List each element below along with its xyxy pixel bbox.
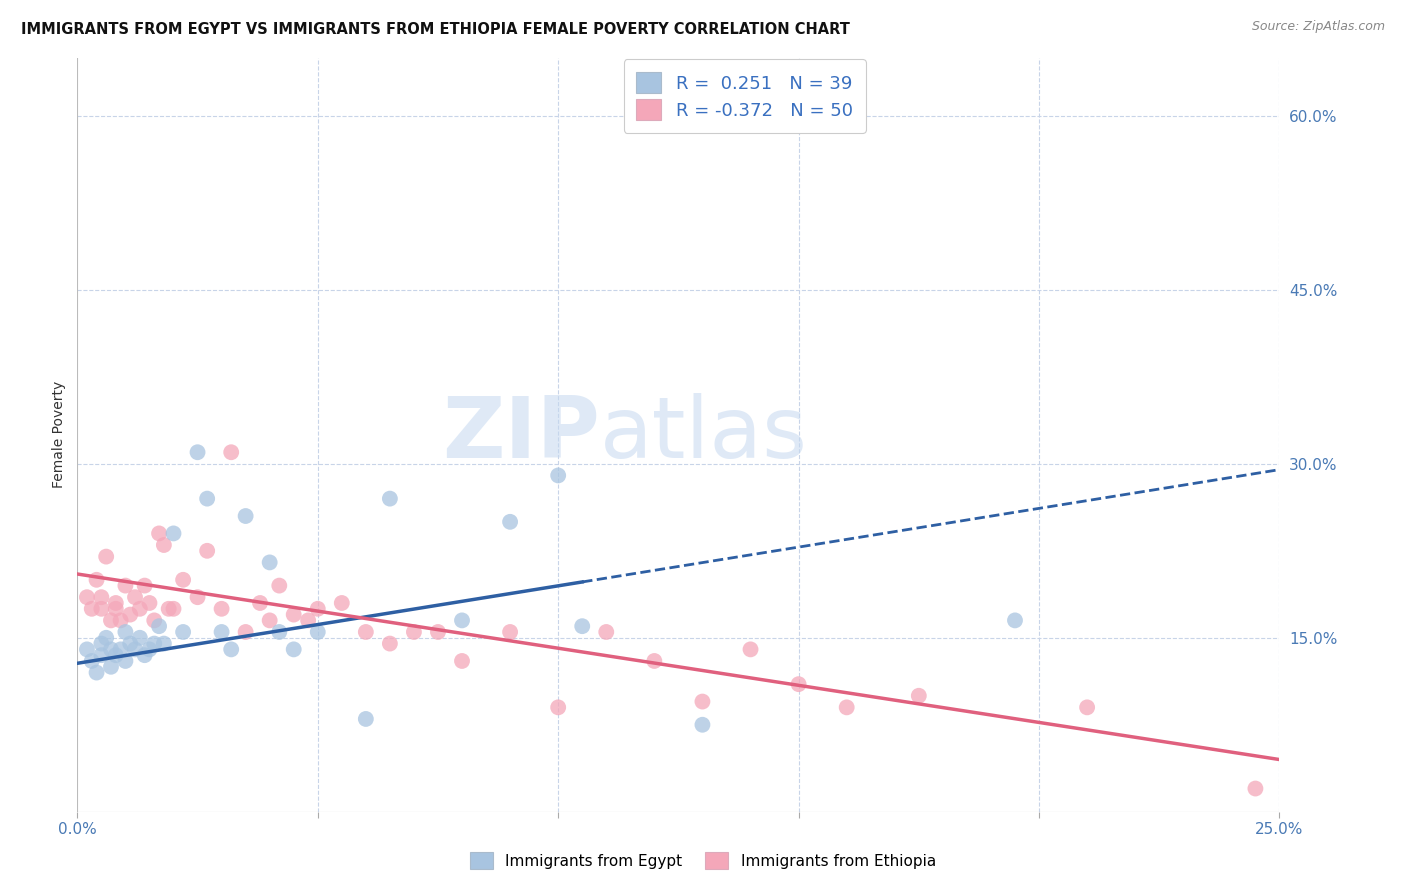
Legend: Immigrants from Egypt, Immigrants from Ethiopia: Immigrants from Egypt, Immigrants from E…: [464, 846, 942, 875]
Point: [571, 619, 593, 633]
Legend: R =  0.251   N = 39, R = -0.372   N = 50: R = 0.251 N = 39, R = -0.372 N = 50: [623, 60, 866, 133]
Point: [148, 619, 170, 633]
Point: [172, 624, 194, 639]
Point: [499, 624, 522, 639]
Point: [114, 654, 136, 668]
Point: [100, 614, 122, 628]
Point: [354, 624, 377, 639]
Point: [235, 508, 257, 523]
Point: [138, 596, 160, 610]
Point: [76, 642, 98, 657]
Point: [114, 624, 136, 639]
Point: [187, 591, 209, 605]
Point: [692, 717, 714, 731]
Point: [187, 445, 209, 459]
Point: [128, 631, 150, 645]
Point: [104, 648, 127, 662]
Point: [80, 602, 103, 616]
Point: [128, 602, 150, 616]
Point: [908, 689, 931, 703]
Point: [835, 700, 858, 714]
Point: [354, 712, 377, 726]
Point: [378, 491, 401, 506]
Point: [297, 614, 319, 628]
Point: [86, 665, 108, 680]
Point: [114, 579, 136, 593]
Point: [134, 579, 156, 593]
Point: [100, 660, 122, 674]
Point: [100, 642, 122, 657]
Point: [96, 549, 118, 564]
Point: [402, 624, 425, 639]
Point: [195, 544, 218, 558]
Point: [219, 445, 242, 459]
Point: [547, 468, 569, 483]
Point: [172, 573, 194, 587]
Point: [235, 624, 257, 639]
Point: [104, 602, 127, 616]
Point: [427, 624, 450, 639]
Point: [195, 491, 218, 506]
Point: [219, 642, 242, 657]
Point: [692, 694, 714, 708]
Point: [1004, 614, 1026, 628]
Point: [307, 624, 329, 639]
Point: [451, 614, 474, 628]
Text: atlas: atlas: [600, 393, 808, 476]
Point: [157, 602, 180, 616]
Point: [643, 654, 665, 668]
Point: [148, 526, 170, 541]
Point: [249, 596, 271, 610]
Y-axis label: Female Poverty: Female Poverty: [52, 381, 66, 489]
Point: [90, 602, 112, 616]
Point: [330, 596, 353, 610]
Text: Source: ZipAtlas.com: Source: ZipAtlas.com: [1251, 20, 1385, 33]
Point: [378, 637, 401, 651]
Point: [153, 538, 176, 552]
Point: [90, 591, 112, 605]
Point: [90, 648, 112, 662]
Point: [595, 624, 617, 639]
Point: [124, 591, 146, 605]
Point: [124, 642, 146, 657]
Point: [259, 614, 281, 628]
Point: [138, 642, 160, 657]
Point: [1244, 781, 1267, 796]
Point: [110, 642, 132, 657]
Point: [134, 648, 156, 662]
Point: [162, 602, 184, 616]
Point: [120, 607, 142, 622]
Point: [283, 607, 305, 622]
Point: [120, 637, 142, 651]
Point: [740, 642, 762, 657]
Point: [499, 515, 522, 529]
Point: [162, 526, 184, 541]
Point: [269, 579, 291, 593]
Point: [547, 700, 569, 714]
Point: [307, 602, 329, 616]
Point: [143, 637, 166, 651]
Point: [153, 637, 176, 651]
Point: [211, 624, 233, 639]
Point: [283, 642, 305, 657]
Text: IMMIGRANTS FROM EGYPT VS IMMIGRANTS FROM ETHIOPIA FEMALE POVERTY CORRELATION CHA: IMMIGRANTS FROM EGYPT VS IMMIGRANTS FROM…: [21, 22, 851, 37]
Point: [259, 555, 281, 570]
Point: [787, 677, 810, 691]
Point: [143, 614, 166, 628]
Point: [86, 573, 108, 587]
Point: [269, 624, 291, 639]
Point: [90, 637, 112, 651]
Point: [211, 602, 233, 616]
Point: [110, 614, 132, 628]
Point: [104, 596, 127, 610]
Text: ZIP: ZIP: [443, 393, 600, 476]
Point: [451, 654, 474, 668]
Point: [76, 591, 98, 605]
Point: [1076, 700, 1098, 714]
Point: [80, 654, 103, 668]
Point: [96, 631, 118, 645]
